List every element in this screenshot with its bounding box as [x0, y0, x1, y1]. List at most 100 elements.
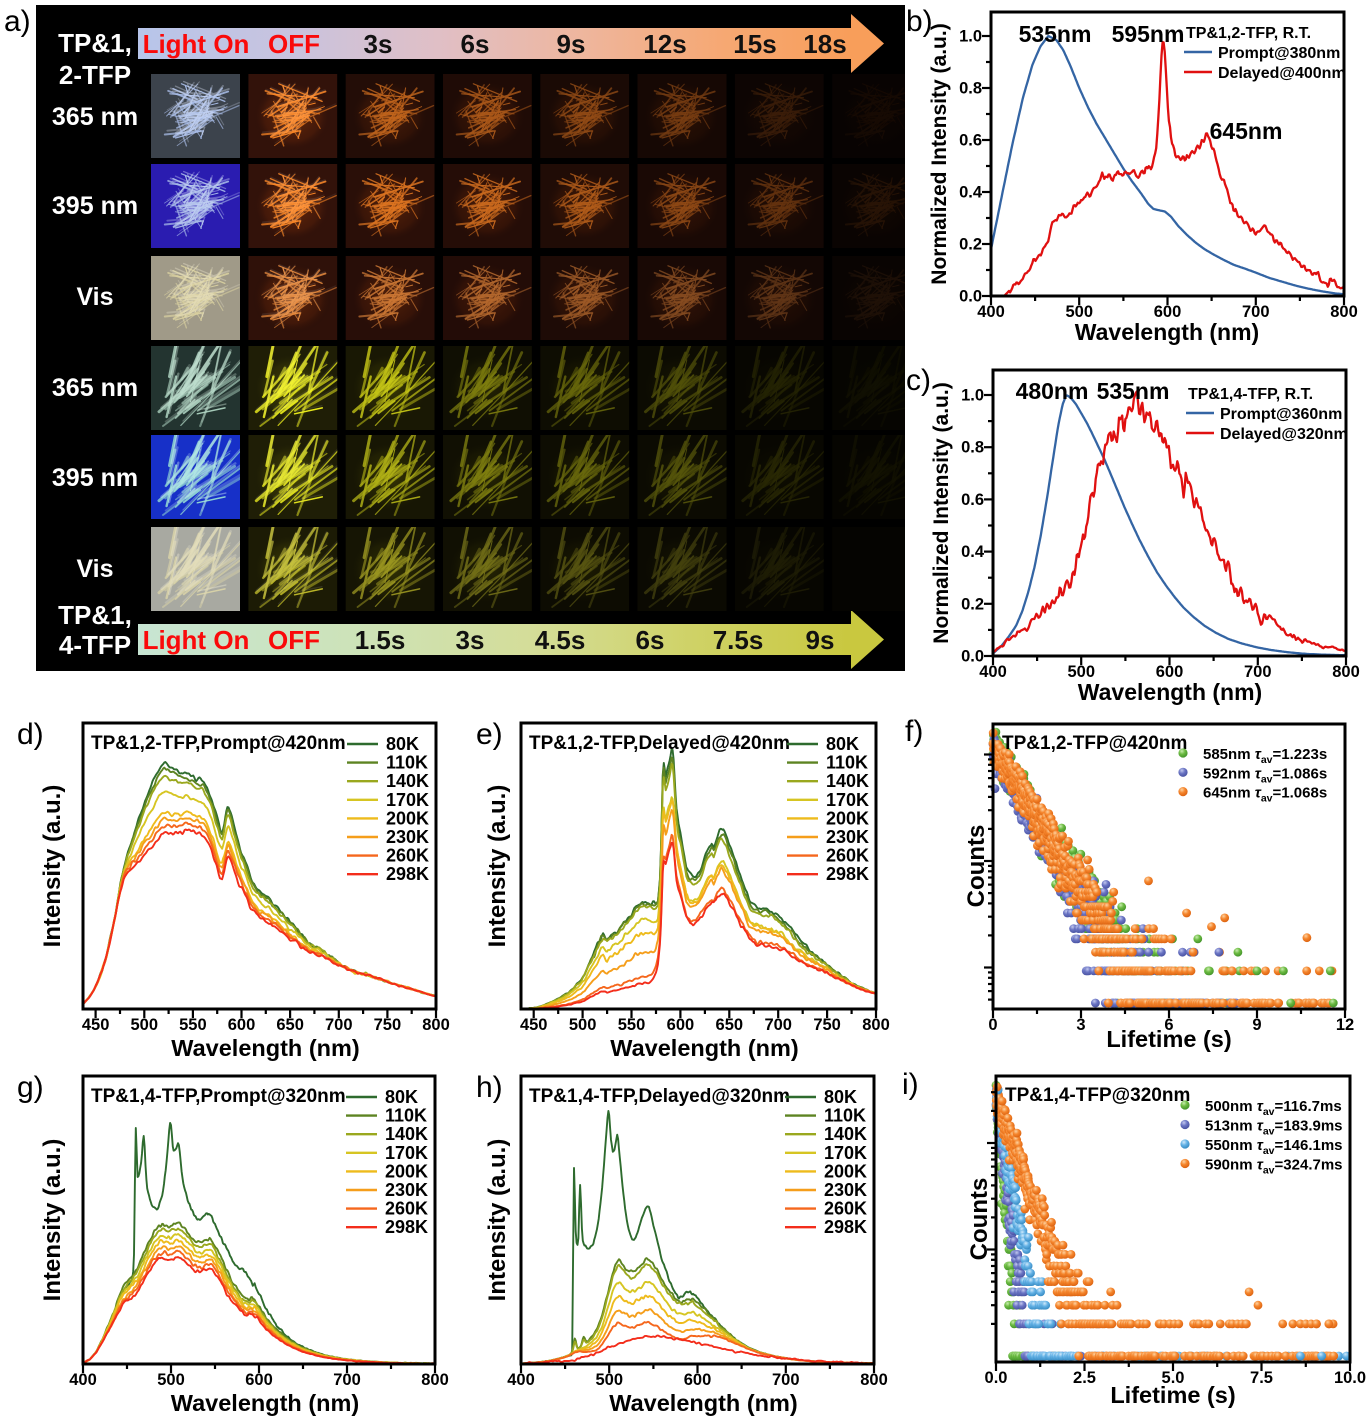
- svg-text:585nm τav=1.223s: 585nm τav=1.223s: [1203, 746, 1327, 766]
- svg-text:0.4: 0.4: [959, 184, 983, 202]
- svg-text:1.0: 1.0: [959, 28, 982, 46]
- svg-text:4-TFP: 4-TFP: [59, 630, 131, 660]
- svg-text:Prompt@360nm: Prompt@360nm: [1220, 406, 1342, 423]
- svg-text:450: 450: [520, 1016, 548, 1034]
- svg-text:TP&1,2-TFP@420nm: TP&1,2-TFP@420nm: [1002, 733, 1187, 754]
- svg-text:Light On: Light On: [143, 29, 250, 59]
- svg-text:0.0: 0.0: [961, 648, 984, 666]
- svg-text:400: 400: [69, 1371, 97, 1389]
- svg-text:Lifetime (s): Lifetime (s): [1110, 1382, 1235, 1408]
- svg-text:80K: 80K: [826, 734, 859, 754]
- svg-text:1.0: 1.0: [961, 387, 984, 405]
- svg-text:500: 500: [569, 1016, 597, 1034]
- svg-text:Delayed@320nm: Delayed@320nm: [1220, 426, 1348, 443]
- svg-text:140K: 140K: [386, 771, 429, 791]
- svg-text:Counts: Counts: [966, 1178, 993, 1261]
- svg-text:750: 750: [374, 1016, 402, 1034]
- svg-text:800: 800: [860, 1371, 888, 1389]
- svg-text:OFF: OFF: [268, 625, 320, 655]
- svg-text:700: 700: [764, 1016, 792, 1034]
- svg-text:200K: 200K: [824, 1161, 867, 1181]
- svg-text:110K: 110K: [824, 1106, 866, 1126]
- svg-text:480nm: 480nm: [1016, 378, 1089, 404]
- svg-text:230K: 230K: [824, 1180, 867, 1200]
- svg-text:10.0: 10.0: [1334, 1369, 1366, 1387]
- svg-text:Wavelength (nm): Wavelength (nm): [1075, 319, 1259, 345]
- svg-text:TP&1,4-TFP,Delayed@320nm: TP&1,4-TFP,Delayed@320nm: [529, 1086, 790, 1107]
- svg-text:9: 9: [1252, 1016, 1261, 1034]
- svg-text:Counts: Counts: [963, 825, 990, 908]
- svg-text:0.4: 0.4: [961, 543, 985, 561]
- svg-text:0: 0: [988, 1016, 997, 1034]
- svg-text:513nm τav=183.9ms: 513nm τav=183.9ms: [1205, 1118, 1343, 1138]
- svg-text:9s: 9s: [806, 625, 835, 655]
- svg-text:0.2: 0.2: [959, 236, 982, 254]
- svg-text:260K: 260K: [386, 846, 429, 866]
- svg-text:3s: 3s: [456, 625, 485, 655]
- svg-text:0.6: 0.6: [959, 132, 982, 150]
- svg-text:TP&1,: TP&1,: [58, 28, 132, 58]
- svg-text:170K: 170K: [826, 790, 869, 810]
- svg-text:260K: 260K: [824, 1199, 867, 1219]
- svg-text:OFF: OFF: [268, 29, 320, 59]
- svg-text:110K: 110K: [386, 753, 428, 773]
- svg-text:750: 750: [813, 1016, 841, 1034]
- svg-text:TP&1,4-TFP@320nm: TP&1,4-TFP@320nm: [1005, 1085, 1190, 1106]
- svg-text:Delayed@400nm: Delayed@400nm: [1218, 65, 1346, 82]
- svg-text:5.0: 5.0: [1162, 1369, 1185, 1387]
- svg-text:645nm τav=1.068s: 645nm τav=1.068s: [1203, 785, 1327, 805]
- svg-text:170K: 170K: [385, 1143, 428, 1163]
- svg-text:Intensity (a.u.): Intensity (a.u.): [484, 785, 511, 948]
- svg-text:6s: 6s: [461, 29, 490, 59]
- svg-text:800: 800: [862, 1016, 890, 1034]
- svg-text:a): a): [4, 5, 31, 38]
- svg-text:110K: 110K: [826, 753, 868, 773]
- svg-text:400: 400: [979, 663, 1007, 681]
- svg-text:Lifetime (s): Lifetime (s): [1106, 1026, 1231, 1052]
- svg-text:200K: 200K: [386, 808, 429, 828]
- svg-text:Normalized Intensity (a.u.): Normalized Intensity (a.u.): [928, 23, 951, 284]
- svg-text:g): g): [17, 1071, 44, 1104]
- svg-text:TP&1,2-TFP,Prompt@420nm: TP&1,2-TFP,Prompt@420nm: [91, 733, 346, 754]
- svg-text:500: 500: [1065, 303, 1093, 321]
- svg-text:200K: 200K: [826, 808, 869, 828]
- svg-text:230K: 230K: [386, 827, 429, 847]
- svg-text:TP&1,4-TFP, R.T.: TP&1,4-TFP, R.T.: [1188, 386, 1313, 403]
- svg-text:15s: 15s: [733, 29, 776, 59]
- svg-text:3s: 3s: [364, 29, 393, 59]
- svg-text:80K: 80K: [824, 1087, 857, 1107]
- svg-text:800: 800: [421, 1371, 449, 1389]
- svg-text:9s: 9s: [557, 29, 586, 59]
- svg-text:3: 3: [1076, 1016, 1085, 1034]
- svg-text:110K: 110K: [385, 1106, 427, 1126]
- svg-text:0.8: 0.8: [961, 439, 984, 457]
- svg-text:590nm τav=324.7ms: 590nm τav=324.7ms: [1205, 1157, 1343, 1177]
- svg-text:80K: 80K: [385, 1087, 418, 1107]
- svg-text:395 nm: 395 nm: [52, 192, 138, 220]
- svg-text:500nm τav=116.7ms: 500nm τav=116.7ms: [1205, 1098, 1342, 1118]
- svg-text:Wavelength (nm): Wavelength (nm): [609, 1390, 797, 1416]
- svg-text:298K: 298K: [385, 1217, 428, 1237]
- svg-text:6s: 6s: [636, 625, 665, 655]
- svg-text:700: 700: [772, 1371, 800, 1389]
- svg-text:230K: 230K: [385, 1180, 428, 1200]
- svg-text:298K: 298K: [386, 864, 429, 884]
- svg-text:Wavelength (nm): Wavelength (nm): [1078, 679, 1262, 705]
- svg-text:400: 400: [977, 303, 1005, 321]
- svg-text:Wavelength (nm): Wavelength (nm): [171, 1390, 359, 1416]
- svg-text:650: 650: [716, 1016, 744, 1034]
- svg-text:Prompt@380nm: Prompt@380nm: [1218, 45, 1340, 62]
- svg-text:645nm: 645nm: [1210, 118, 1283, 144]
- svg-text:e): e): [476, 718, 503, 751]
- svg-text:f): f): [905, 715, 923, 748]
- svg-text:Wavelength (nm): Wavelength (nm): [610, 1035, 798, 1061]
- svg-text:TP&1,2-TFP,Delayed@420nm: TP&1,2-TFP,Delayed@420nm: [529, 733, 790, 754]
- svg-text:c): c): [906, 364, 931, 397]
- svg-text:450: 450: [82, 1016, 110, 1034]
- svg-text:2.5: 2.5: [1073, 1369, 1096, 1387]
- svg-text:200K: 200K: [385, 1161, 428, 1181]
- svg-text:600: 600: [228, 1016, 256, 1034]
- svg-text:700: 700: [1244, 663, 1272, 681]
- svg-text:0.2: 0.2: [961, 595, 984, 613]
- svg-text:700: 700: [1242, 303, 1270, 321]
